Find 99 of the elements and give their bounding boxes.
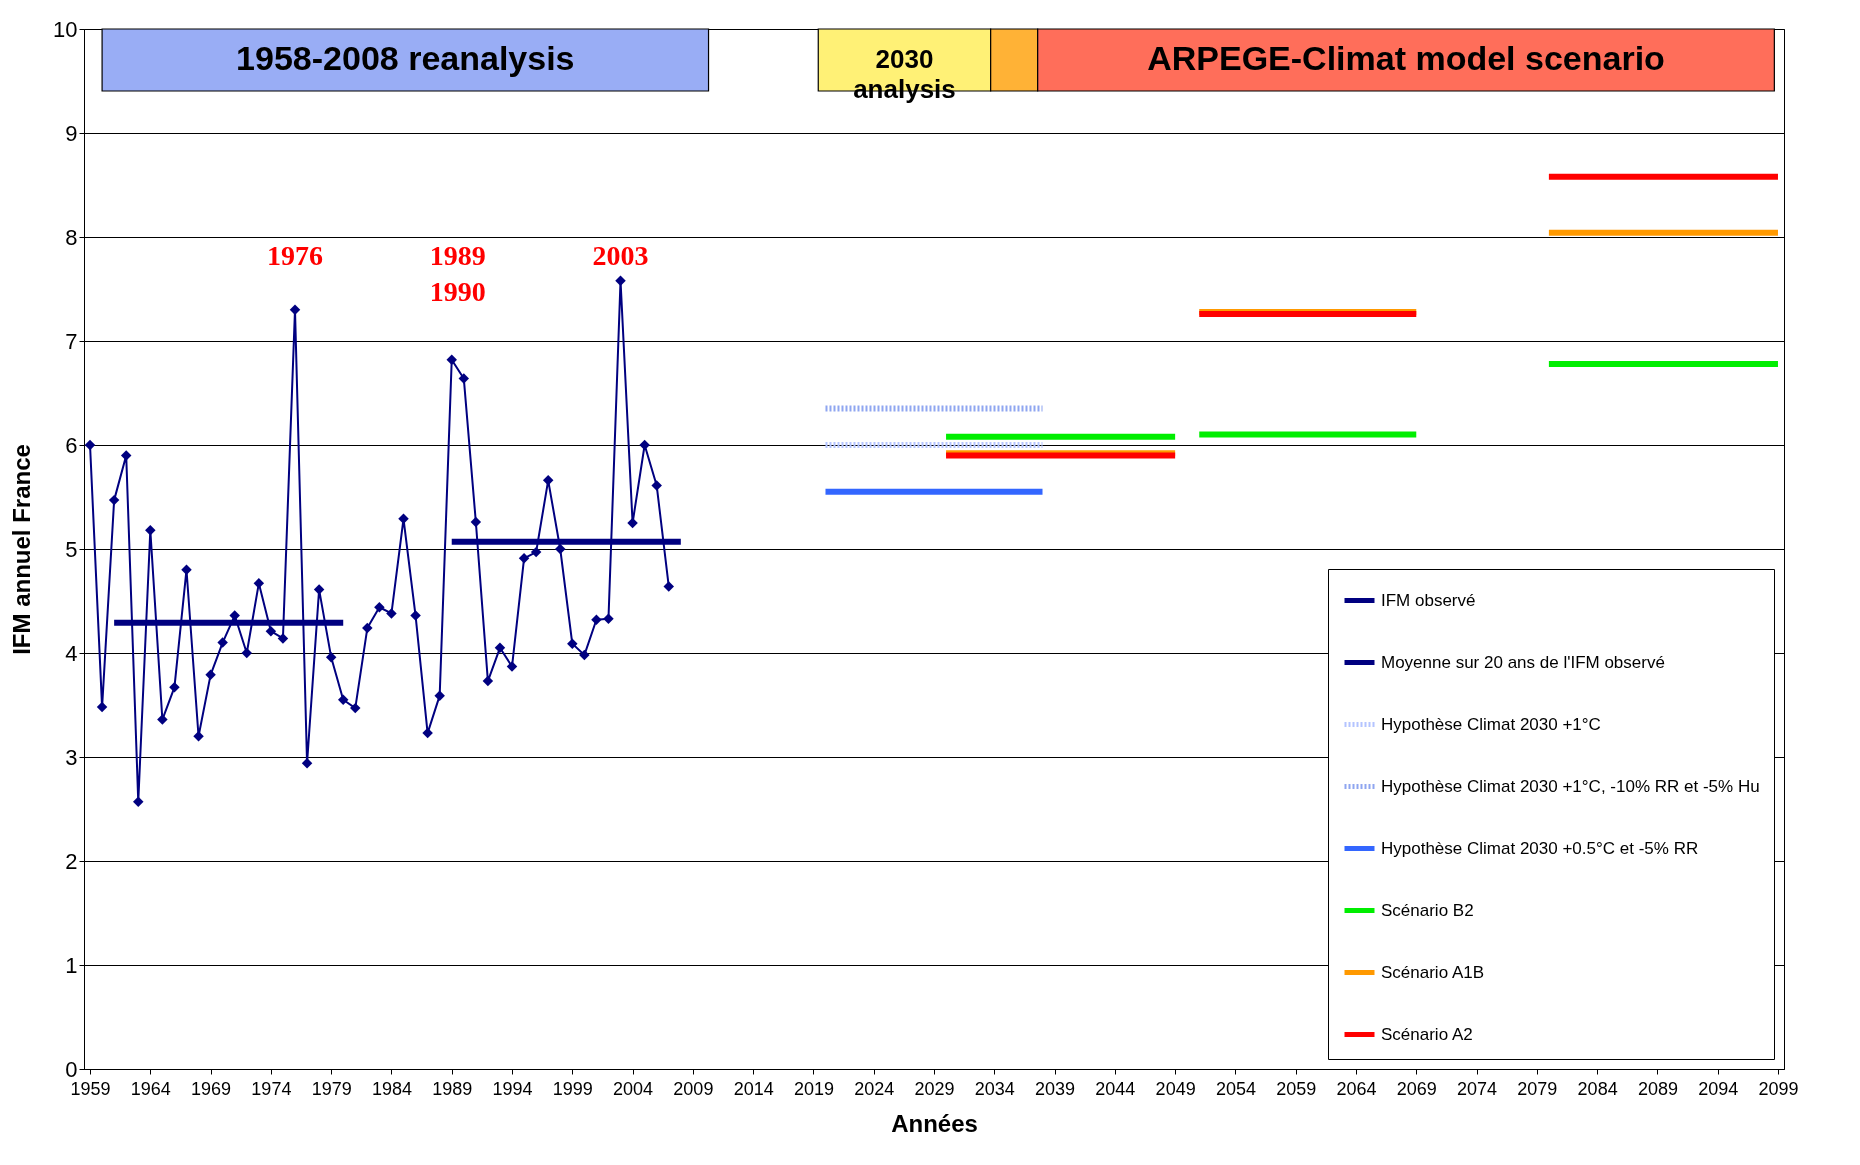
point bbox=[434, 690, 445, 701]
x-tick-label: 2024 bbox=[854, 1078, 895, 1099]
y-tick-label: 3 bbox=[65, 744, 78, 770]
point bbox=[530, 546, 542, 558]
x-tick-label: 1994 bbox=[492, 1078, 533, 1099]
x-tick-label: 2069 bbox=[1396, 1078, 1437, 1099]
legend-label: Hypothèse Climat 2030 +1°C, -10% RR et -5% Hu bbox=[1381, 776, 1760, 796]
point bbox=[205, 669, 216, 681]
point bbox=[651, 480, 662, 491]
point bbox=[494, 642, 506, 654]
point bbox=[313, 584, 325, 595]
point bbox=[169, 682, 180, 693]
x-tick-label: 2054 bbox=[1215, 1078, 1256, 1099]
annotation: 2003 bbox=[592, 239, 649, 271]
point bbox=[217, 637, 228, 648]
x-tick-label: 2014 bbox=[733, 1078, 774, 1099]
point bbox=[337, 694, 349, 706]
band-label: 2030 analysis bbox=[853, 44, 956, 104]
point bbox=[615, 275, 626, 286]
band-label: ARPEGE-Climat model scenario bbox=[1147, 39, 1665, 77]
legend-label: Scénario B2 bbox=[1381, 900, 1474, 920]
x-tick-label: 1969 bbox=[191, 1078, 232, 1099]
point bbox=[253, 578, 265, 589]
point bbox=[229, 610, 240, 621]
point bbox=[157, 714, 168, 725]
y-tick-label: 5 bbox=[65, 536, 78, 562]
point bbox=[591, 614, 602, 625]
point bbox=[422, 727, 433, 739]
x-axis-title: Années bbox=[891, 1109, 978, 1137]
point bbox=[265, 625, 277, 637]
y-tick-label: 8 bbox=[65, 224, 78, 250]
point bbox=[84, 439, 96, 451]
x-tick-label: 2089 bbox=[1637, 1078, 1678, 1099]
point bbox=[133, 796, 144, 807]
annotation: 1989 1990 bbox=[429, 239, 486, 307]
annotation: 1976 bbox=[266, 239, 323, 271]
x-tick-label: 2044 bbox=[1095, 1078, 1136, 1099]
point bbox=[96, 701, 108, 713]
x-tick-label: 1999 bbox=[552, 1078, 593, 1099]
x-tick-label: 2029 bbox=[914, 1078, 955, 1099]
point bbox=[518, 553, 530, 564]
legend-label: Hypothèse Climat 2030 +0.5°C et -5% RR bbox=[1381, 838, 1699, 858]
band-label: 1958-2008 reanalysis bbox=[236, 39, 575, 77]
x-tick-label: 2039 bbox=[1035, 1078, 1076, 1099]
point bbox=[627, 517, 638, 529]
point bbox=[386, 608, 397, 619]
point bbox=[458, 373, 470, 384]
y-tick-label: 6 bbox=[65, 432, 78, 458]
y-tick-label: 1 bbox=[65, 952, 78, 978]
x-tick-label: 2084 bbox=[1577, 1078, 1618, 1099]
y-tick-label: 7 bbox=[65, 328, 78, 354]
x-tick-label: 2009 bbox=[673, 1078, 714, 1099]
x-tick-label: 1984 bbox=[371, 1078, 412, 1099]
point bbox=[542, 475, 554, 486]
legend-label: Hypothèse Climat 2030 +1°C bbox=[1381, 714, 1601, 734]
x-tick-label: 2049 bbox=[1155, 1078, 1196, 1099]
legend-label: Moyenne sur 20 ans de l'IFM observé bbox=[1381, 652, 1665, 672]
x-tick-label: 2064 bbox=[1336, 1078, 1377, 1099]
point bbox=[482, 675, 494, 687]
point bbox=[506, 661, 518, 672]
y-axis-title: IFM annuel France bbox=[8, 444, 36, 655]
x-tick-label: 1974 bbox=[251, 1078, 292, 1099]
point bbox=[567, 638, 578, 649]
point bbox=[446, 354, 457, 365]
x-tick-label: 2094 bbox=[1698, 1078, 1739, 1099]
legend-label: Scénario A2 bbox=[1381, 1024, 1473, 1044]
point bbox=[555, 543, 566, 555]
x-tick-label: 2034 bbox=[974, 1078, 1015, 1099]
x-tick-label: 1979 bbox=[311, 1078, 352, 1099]
point bbox=[350, 702, 361, 714]
point bbox=[663, 581, 674, 592]
x-tick-label: 2004 bbox=[613, 1078, 654, 1099]
point bbox=[301, 758, 313, 769]
legend-label: Scénario A1B bbox=[1381, 962, 1485, 982]
x-tick-label: 1989 bbox=[432, 1078, 473, 1099]
point bbox=[579, 649, 590, 661]
y-tick-label: 10 bbox=[53, 16, 78, 42]
legend-label: IFM observé bbox=[1381, 590, 1476, 610]
y-tick-label: 4 bbox=[65, 640, 78, 666]
point bbox=[470, 516, 482, 528]
point bbox=[362, 622, 373, 634]
point bbox=[277, 633, 289, 644]
point bbox=[603, 613, 614, 624]
x-tick-label: 2079 bbox=[1517, 1078, 1558, 1099]
x-tick-label: 2099 bbox=[1758, 1078, 1799, 1099]
x-tick-label: 2074 bbox=[1457, 1078, 1498, 1099]
point bbox=[410, 610, 421, 621]
point bbox=[108, 494, 120, 506]
point bbox=[120, 450, 132, 461]
x-tick-label: 2059 bbox=[1276, 1078, 1317, 1099]
y-tick-label: 9 bbox=[65, 120, 78, 146]
x-tick-label: 2019 bbox=[793, 1078, 834, 1099]
point bbox=[325, 651, 337, 663]
point bbox=[145, 525, 156, 536]
point bbox=[374, 602, 385, 613]
point bbox=[241, 647, 253, 659]
point bbox=[181, 564, 192, 576]
y-tick-label: 2 bbox=[65, 848, 78, 874]
x-tick-label: 1964 bbox=[130, 1078, 171, 1099]
